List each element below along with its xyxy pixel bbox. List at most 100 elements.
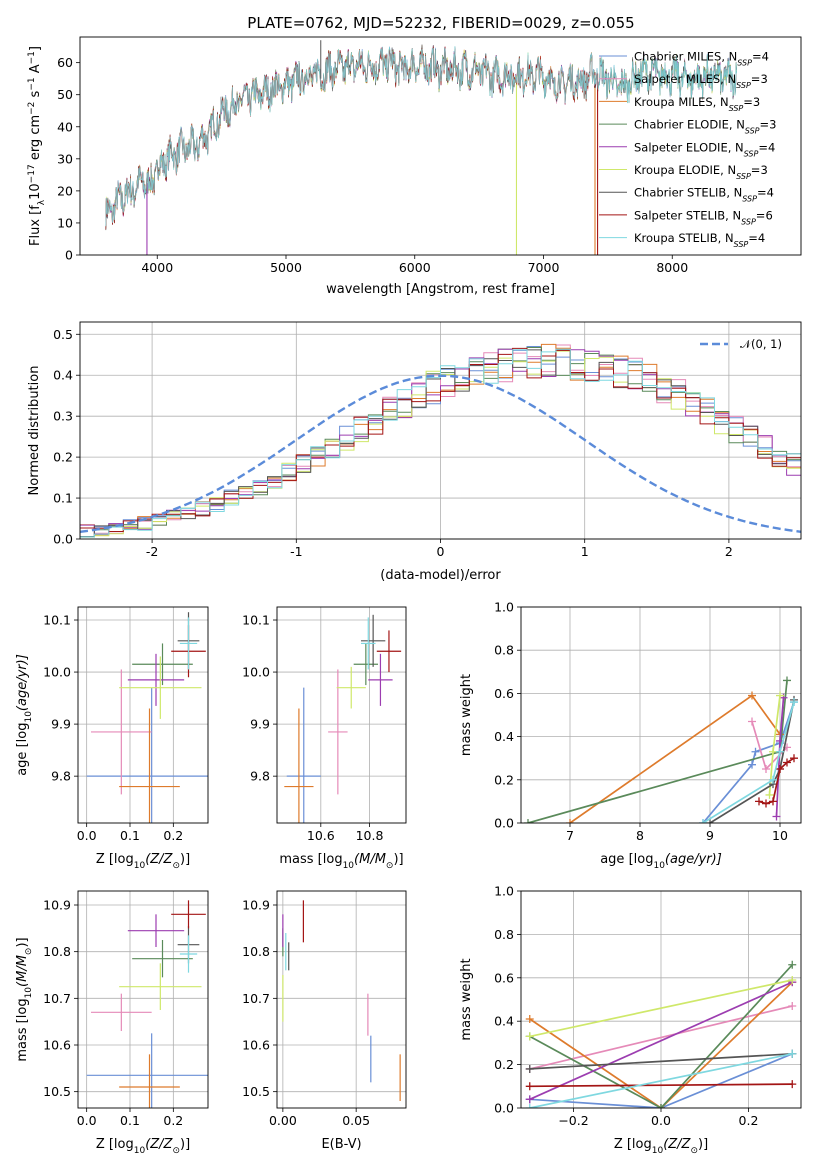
y-tick-label: 0.3: [53, 409, 73, 424]
legend-entry: Kroupa MILES, NSSP=3: [634, 95, 760, 113]
weight-line: [709, 699, 795, 823]
y-tick-label: 0.5: [53, 327, 73, 342]
legend-name: Kroupa STELIB: [634, 231, 718, 245]
x-axis-label-part: ⊙: [172, 1146, 180, 1156]
y-axis-label-part: −2: [27, 102, 37, 115]
legend-entry: Chabrier STELIB, NSSP=4: [634, 186, 774, 204]
weight-marker: [769, 747, 777, 756]
legend-entry: 𝒩(0, 1): [740, 337, 782, 351]
y-axis-label-part: A: [28, 64, 43, 77]
age-vs-Z-panel: 0.0 0.1 0.29.89.910.010.1Z [log10(Z/Z⊙)]ag…: [15, 606, 209, 871]
y-tick-label: 10.5: [43, 1084, 71, 1099]
legend-nssp-sub: SSP: [736, 172, 751, 181]
y-tick-label: 9.8: [250, 769, 270, 784]
y-axis-label-part: 10: [24, 987, 34, 999]
weight-line: [529, 1005, 793, 1070]
weight-line: [529, 1053, 793, 1108]
weight-marker: [525, 1032, 534, 1041]
x-tick-label: 2: [725, 544, 733, 559]
x-tick-label: 0.1: [120, 1113, 140, 1128]
x-axis-label: wavelength [Angstrom, rest frame]: [326, 282, 555, 297]
axes-frame: [520, 606, 802, 824]
y-axis-label: mass weight: [459, 958, 474, 1040]
y-tick-label: 30: [57, 151, 73, 166]
figure-title: PLATE=0762, MJD=52232, FIBERID=0029, z=0…: [247, 14, 634, 32]
weight-marker: [525, 1064, 534, 1073]
legend-entry: Kroupa ELODIE, NSSP=3: [634, 163, 768, 181]
mass-vs-Z-plot-area: [86, 900, 208, 1108]
legend-name: Salpeter STELIB: [634, 208, 725, 222]
x-axis-label-part: )]: [180, 1137, 190, 1152]
y-tick-label: 10: [57, 215, 73, 230]
residuals-plot-area: [80, 343, 801, 539]
legend-nssp-sub: SSP: [737, 58, 752, 67]
residuals-panel: -2 -1 0 1 2 0.0 0.1 0.2 0.3 0.4 0.5 (data-model)/er…: [27, 321, 802, 583]
y-tick-label: 9.9: [51, 717, 71, 732]
x-tick-label: 0.2: [163, 828, 183, 843]
weight-marker: [783, 758, 791, 767]
y-axis-label-part: ]: [28, 46, 43, 51]
x-axis-label-part: (Z/Z: [663, 1137, 691, 1152]
x-tick-label: 0.00: [269, 1113, 297, 1128]
x-tick-label: 10.8: [356, 828, 384, 843]
legend-nssp-label: N: [725, 231, 734, 245]
axes-frame: [276, 606, 407, 824]
legend-nssp-sub: SSP: [744, 149, 759, 158]
y-tick-label: 10.5: [242, 1084, 270, 1099]
normal-curve: [80, 374, 801, 533]
legend-entry: Chabrier ELODIE, NSSP=3: [634, 118, 776, 136]
axes-frame: [77, 606, 209, 824]
legend-nssp: 3: [769, 118, 776, 132]
x-axis-label-part: 10: [653, 861, 665, 871]
x-tick-label: 0.2: [739, 1113, 759, 1128]
weight-marker: [762, 765, 770, 773]
x-axis-label-part: (M/M: [354, 852, 386, 867]
legend-eq: =: [752, 50, 762, 64]
x-axis-label-part: (age/yr)]: [665, 852, 722, 867]
axes-frame: [77, 890, 209, 1109]
y-axis-label-part: mass [log: [15, 998, 30, 1061]
y-tick-label: 0.6: [494, 686, 514, 701]
weight-marker: [748, 717, 756, 726]
x-tick-label: 7000: [528, 260, 560, 275]
y-axis-label-part: −1: [27, 51, 37, 64]
x-axis-label-part: Z [log: [96, 1137, 134, 1152]
x-axis-label: age [log10(age/yr)]: [600, 852, 722, 871]
weight-marker: [525, 1095, 534, 1104]
legend-name: Salpeter MILES: [634, 72, 720, 86]
legend-nssp-label: N: [720, 95, 729, 109]
weight-vs-Z-panel: −0.2 0.0 0.2 0.0 0.2 0.4 0.6 0.8 1.0 Z [log10(Z/Z…: [459, 884, 802, 1156]
y-tick-label: 10.1: [242, 613, 270, 628]
legend-nssp-label: N: [727, 72, 736, 86]
x-axis-label-part: ⊙: [172, 861, 180, 871]
x-tick-label: -2: [146, 544, 158, 559]
y-tick-label: 10.6: [242, 1038, 270, 1053]
y-tick-label: 10.7: [43, 991, 71, 1006]
x-axis-label-part: mass [log: [279, 852, 342, 867]
x-axis-label-part: Z [log: [96, 852, 134, 867]
legend-sep: ,: [720, 72, 727, 86]
legend-nssp: 3: [760, 72, 767, 86]
spectrum-panel: 4000 5000 6000 7000 8000 0 10 20 30 40 50 60 wavelen…: [27, 36, 802, 297]
y-axis-label-part: ⊙: [24, 948, 34, 956]
x-axis-label: E(B-V): [321, 1137, 361, 1152]
legend-entry: Salpeter STELIB, NSSP=6: [634, 208, 773, 226]
x-tick-label: 1: [581, 544, 589, 559]
y-tick-label: 10.0: [43, 665, 71, 680]
y-tick-label: 9.9: [250, 717, 270, 732]
age-vs-Z-plot-area: [86, 612, 208, 823]
y-tick-label: 0.8: [494, 927, 514, 942]
y-axis-label: age [log10(age/yr)]: [15, 654, 34, 776]
legend-nssp-label: N: [727, 163, 736, 177]
y-tick-label: 0.2: [494, 1057, 514, 1072]
x-tick-label: 9: [706, 828, 714, 843]
y-tick-label: 10.6: [43, 1038, 71, 1053]
y-tick-label: 50: [57, 87, 73, 102]
weight-marker: [776, 765, 784, 773]
weight-marker: [525, 1104, 534, 1108]
x-tick-label: 0.0: [77, 1113, 97, 1128]
axes-frame: [276, 890, 407, 1109]
y-tick-label: 0.2: [494, 772, 514, 787]
y-axis-label-part: (M/M: [15, 955, 30, 987]
y-tick-label: 0.4: [494, 729, 514, 744]
